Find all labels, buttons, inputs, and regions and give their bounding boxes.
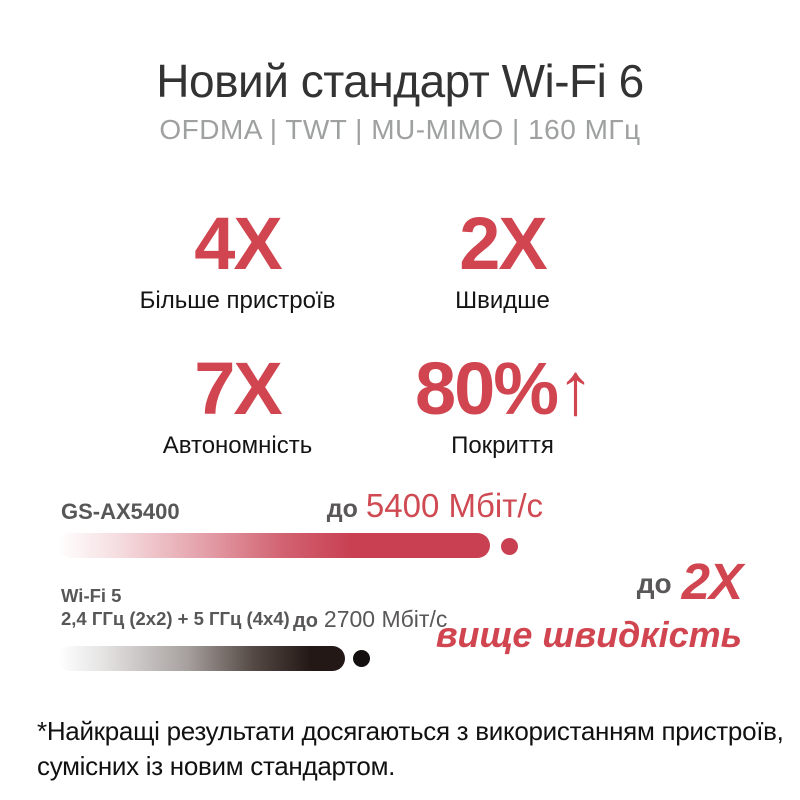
- annotation-caption: вище швидкість: [435, 614, 742, 655]
- series-wifi5-name: Wi-Fi 5: [61, 585, 122, 606]
- annotation-prefix: до: [636, 568, 672, 599]
- page-title: Новий стандарт Wi-Fi 6: [156, 55, 644, 107]
- stat-coverage-label: Покриття: [451, 431, 554, 459]
- speed-prefix: до: [326, 495, 358, 523]
- series-wifi5-band-config: 2,4 ГГц (2x2) + 5 ГГц (4x4): [61, 607, 290, 629]
- stat-battery-life-label: Автономність: [162, 431, 313, 459]
- stat-coverage-value: 80%↑: [370, 350, 635, 428]
- series-gs-ax5400-name: GS-AX5400: [61, 499, 180, 524]
- bar-gs-ax5400: [58, 533, 490, 558]
- stats-grid: 4X Більше пристроїв 2X Швидше 7X Автоном…: [105, 202, 635, 460]
- footnote: *Найкращі результати досягаються з викор…: [37, 714, 784, 783]
- annotation-line1: до 2X: [436, 553, 743, 610]
- series-wifi5-name-block: Wi-Fi 5 2,4 ГГц (2x2) + 5 ГГц (4x4): [61, 585, 290, 630]
- bar-gs-ax5400-endpoint-dot: [501, 538, 518, 555]
- page-subtitle: OFDMA | TWT | MU-MIMO | 160 МГц: [159, 114, 641, 145]
- stat-coverage-number: 80%: [414, 346, 559, 430]
- stat-faster: 2X Швидше: [370, 202, 635, 315]
- speed-multiplier-annotation: до 2X вище швидкість: [435, 553, 743, 656]
- stat-more-devices-value: 4X: [194, 202, 283, 285]
- speed-prefix: до: [293, 610, 318, 632]
- footnote-line2: сумісних із новим стандартом.: [37, 750, 396, 781]
- footnote-line1: *Найкращі результати досягаються з викор…: [37, 716, 784, 746]
- series-gs-ax5400-speed: до 5400 Мбіт/с: [327, 487, 543, 525]
- stat-battery-life-value: 7X: [194, 346, 283, 430]
- stat-faster-label: Швидше: [455, 286, 550, 314]
- stat-battery-life: 7X Автономність: [105, 346, 370, 460]
- bar-wifi5-endpoint-dot: [353, 650, 370, 667]
- series-wifi5-speed: до 2700 Мбіт/с: [293, 606, 447, 633]
- bar-wifi5: [58, 646, 345, 671]
- stat-more-devices-label: Більше пристроїв: [139, 286, 336, 314]
- up-arrow-icon: ↑: [557, 346, 594, 430]
- stat-coverage: 80%↑ Покриття: [370, 350, 635, 460]
- annotation-multiplier: 2X: [681, 553, 743, 610]
- speed-value: 2700 Мбіт/с: [323, 606, 448, 632]
- stat-faster-value: 2X: [459, 202, 548, 285]
- speed-value: 5400 Мбіт/с: [365, 487, 543, 524]
- stat-more-devices: 4X Більше пристроїв: [105, 202, 370, 315]
